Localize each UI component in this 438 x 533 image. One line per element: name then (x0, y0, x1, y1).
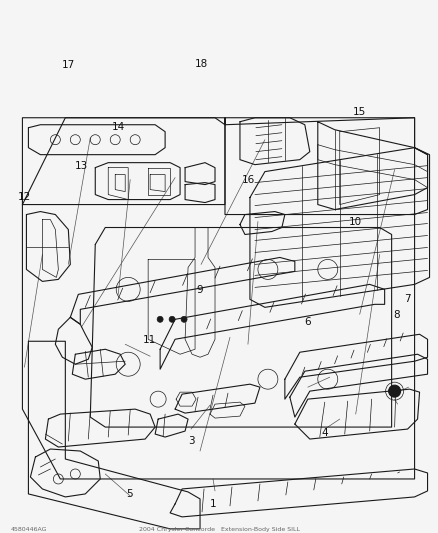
Circle shape (180, 316, 187, 322)
Text: 17: 17 (62, 60, 75, 70)
Text: 16: 16 (241, 175, 254, 185)
Text: 11: 11 (142, 335, 155, 345)
Text: 7: 7 (404, 294, 410, 304)
Text: 18: 18 (194, 59, 207, 69)
Text: 15: 15 (352, 107, 365, 117)
Text: 4: 4 (321, 429, 327, 439)
Text: 12: 12 (18, 192, 31, 202)
Text: 8: 8 (393, 310, 399, 320)
Circle shape (388, 385, 400, 397)
Text: 14: 14 (112, 122, 125, 132)
Text: 4580446AG: 4580446AG (11, 527, 47, 532)
Text: 10: 10 (348, 217, 361, 227)
Text: 1: 1 (209, 499, 216, 509)
Text: 3: 3 (187, 437, 194, 447)
Text: 6: 6 (303, 317, 310, 327)
Text: 2004 Chrysler Concorde   Extension-Body Side SILL: 2004 Chrysler Concorde Extension-Body Si… (139, 527, 300, 532)
Circle shape (157, 316, 163, 322)
Text: 5: 5 (126, 489, 133, 498)
Circle shape (169, 316, 175, 322)
Text: 9: 9 (196, 285, 203, 295)
Text: 13: 13 (75, 161, 88, 171)
